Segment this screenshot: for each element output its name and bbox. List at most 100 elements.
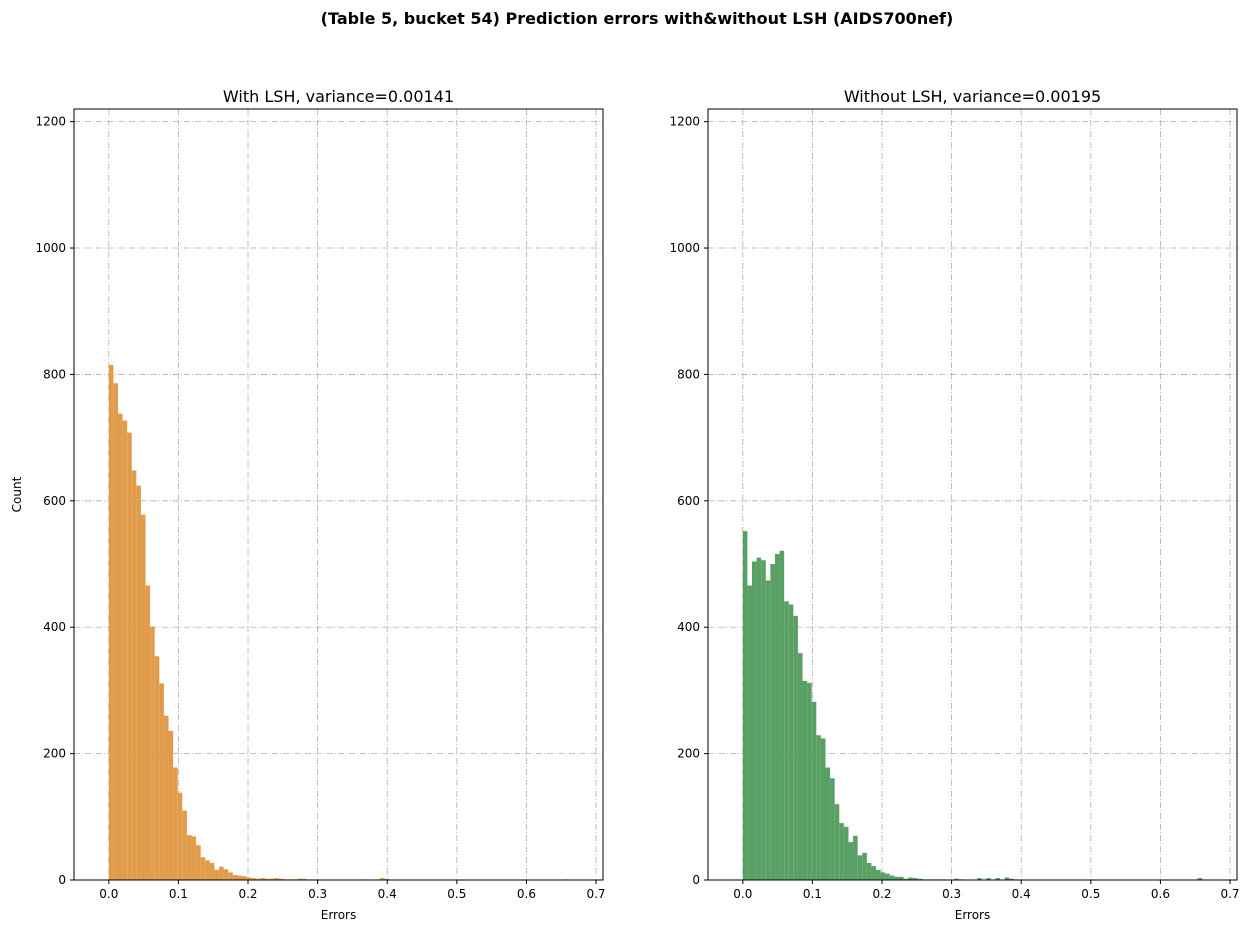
- histogram-bar: [145, 585, 151, 880]
- histogram-bar: [108, 364, 114, 880]
- histogram-bar: [209, 862, 215, 880]
- histogram-bar: [825, 767, 831, 880]
- x-axis-label: Errors: [321, 908, 357, 922]
- histogram-bar: [797, 653, 803, 880]
- histogram-bar: [756, 557, 762, 880]
- histogram-bar: [751, 561, 757, 880]
- y-tick-label: 800: [677, 367, 700, 381]
- y-tick-label: 400: [677, 620, 700, 634]
- histogram-bar: [807, 682, 812, 880]
- x-tick-label: 0.4: [378, 887, 397, 901]
- histogram-bar: [853, 835, 858, 880]
- histogram-bar: [917, 878, 922, 880]
- histogram-bar: [177, 792, 183, 880]
- histogram-bar: [857, 855, 863, 880]
- histogram-bar: [866, 862, 872, 880]
- y-tick-label: 1000: [35, 241, 66, 255]
- x-tick-label: 0.1: [803, 887, 822, 901]
- x-tick-label: 0.2: [238, 887, 257, 901]
- x-tick-label: 0.5: [1081, 887, 1100, 901]
- histogram-bar: [223, 869, 229, 880]
- histogram-bar: [820, 738, 826, 880]
- histogram-bar: [954, 878, 959, 880]
- histogram-bar: [843, 826, 849, 880]
- histogram-bar: [274, 878, 279, 880]
- histogram-bar: [912, 878, 918, 880]
- histogram-bar: [182, 810, 187, 880]
- histogram-bar: [246, 877, 252, 880]
- x-tick-label: 0.2: [872, 887, 891, 901]
- histogram-bar: [788, 604, 794, 880]
- x-tick-label: 0.1: [169, 887, 188, 901]
- histogram-bar: [977, 878, 982, 880]
- histogram-bar: [163, 715, 169, 880]
- left-histogram-panel: 0.0 0.1 0.2 0.3 0.4 0.5 0.6 0.7 0 200 400 600 800 100…: [10, 87, 606, 922]
- histogram-bar: [894, 876, 899, 880]
- histogram-bar: [228, 872, 233, 880]
- histogram-bar: [834, 804, 840, 880]
- histogram-bar: [251, 878, 256, 880]
- histogram-bar: [242, 876, 247, 880]
- x-tick-label: 0.0: [99, 887, 118, 901]
- x-tick-label: 0.6: [517, 887, 536, 901]
- x-tick-label: 0.6: [1151, 887, 1170, 901]
- histogram-bar: [839, 823, 844, 880]
- y-tick-label: 600: [43, 494, 66, 508]
- histogram-bar: [903, 878, 909, 880]
- y-tick-label: 0: [58, 873, 66, 887]
- histogram-bar: [765, 580, 771, 880]
- histogram-bar: [816, 735, 821, 880]
- histogram-bar: [219, 866, 224, 880]
- histogram-bar: [761, 560, 766, 880]
- left-panel-title: With LSH, variance=0.00141: [223, 87, 454, 106]
- histogram-bar: [862, 852, 867, 880]
- histogram-bar: [122, 420, 128, 880]
- x-tick-label: 0.4: [1012, 887, 1031, 901]
- histogram-bar: [232, 874, 238, 880]
- histogram-bar: [1009, 878, 1014, 880]
- histogram-bar: [770, 564, 775, 880]
- histogram-bar: [214, 869, 220, 880]
- histogram-bar: [173, 767, 178, 880]
- y-tick-label: 400: [43, 620, 66, 634]
- histogram-bar: [876, 869, 881, 880]
- right-panel-title: Without LSH, variance=0.00195: [844, 87, 1101, 106]
- histogram-bar: [811, 701, 817, 880]
- histogram-bar: [880, 872, 886, 880]
- histogram-bar: [908, 877, 913, 880]
- axes-frame: [707, 108, 1238, 881]
- histogram-bar: [264, 878, 270, 880]
- histogram-bar: [186, 835, 192, 880]
- y-axis-label: Count: [10, 476, 24, 512]
- y-tick-label: 1200: [669, 115, 700, 129]
- histogram-bar: [237, 875, 243, 880]
- histogram-bar: [127, 432, 132, 880]
- histogram-bar: [742, 531, 748, 880]
- histogram-bar: [747, 585, 752, 880]
- histogram-bar: [1197, 878, 1203, 880]
- x-tick-label: 0.5: [447, 887, 466, 901]
- histogram-bar: [986, 878, 991, 880]
- histogram-bar: [140, 514, 146, 880]
- x-tick-label: 0.3: [308, 887, 327, 901]
- histogram-bar: [154, 656, 160, 880]
- histogram-bar: [205, 860, 210, 880]
- histogram-bar: [255, 878, 261, 880]
- histogram-bar: [784, 601, 789, 880]
- histogram-bar: [150, 626, 155, 880]
- x-tick-label: 0.0: [733, 887, 752, 901]
- histogram-bar: [379, 878, 385, 880]
- histogram-bar: [136, 485, 141, 880]
- histogram-bar: [848, 842, 854, 880]
- histogram-bar: [297, 878, 302, 880]
- histogram-bar: [269, 878, 275, 880]
- y-tick-label: 600: [677, 494, 700, 508]
- histogram-bar: [871, 866, 877, 880]
- histogram-bar: [168, 730, 174, 880]
- histogram-bar: [200, 857, 206, 880]
- histogram-bar: [131, 470, 137, 880]
- histogram-bar: [995, 878, 1001, 880]
- histogram-bar: [830, 778, 835, 880]
- y-tick-label: 1200: [35, 115, 66, 129]
